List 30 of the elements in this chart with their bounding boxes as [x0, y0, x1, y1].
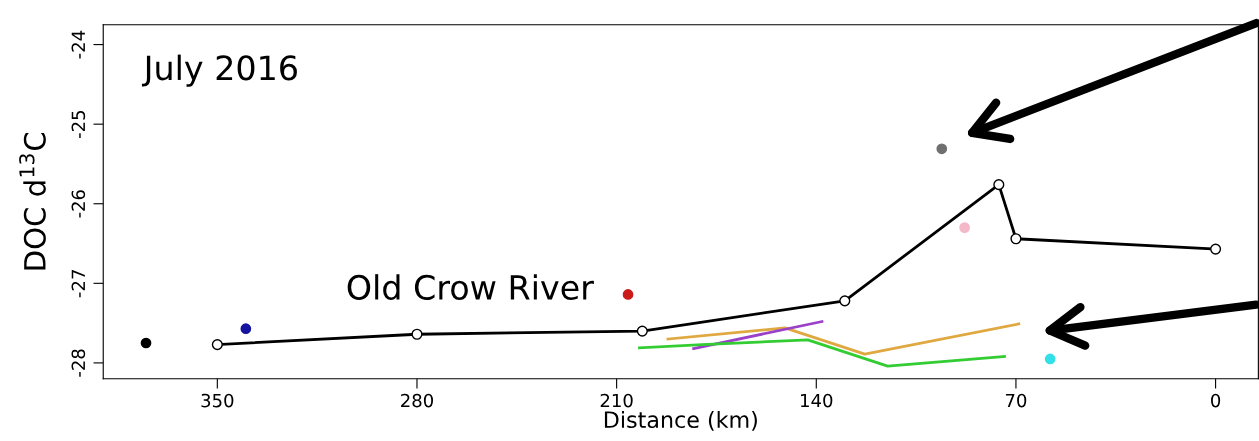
point — [839, 295, 851, 307]
y-tick-label: -24 — [71, 30, 85, 59]
y-tick-label: -26 — [71, 190, 86, 218]
x-tick-label: 140 — [801, 393, 833, 408]
point — [636, 325, 648, 337]
y-tick-label: -28 — [71, 349, 86, 377]
y-tick-label: -27 — [71, 270, 85, 298]
point — [240, 323, 252, 335]
annotation: Old Crow River — [347, 274, 594, 300]
point — [1044, 353, 1056, 365]
annotation: July 2016 — [141, 54, 297, 87]
point — [622, 289, 634, 300]
line-series — [666, 322, 1021, 356]
y-axis-title: DOC d$^{13}$C — [19, 132, 46, 270]
x-tick-label: 0 — [1211, 393, 1221, 408]
x-tick-label: 350 — [201, 393, 234, 408]
point — [1210, 243, 1222, 255]
point — [411, 328, 423, 340]
y-tick-label: -25 — [71, 111, 86, 139]
x-tick-label: 210 — [600, 393, 633, 408]
point — [936, 143, 948, 155]
x-axis-title: Distance (km) — [604, 410, 757, 431]
x-tick-label: 70 — [1005, 393, 1027, 408]
point — [211, 339, 223, 351]
point — [959, 222, 970, 233]
point — [993, 179, 1005, 191]
x-tick-label: 280 — [401, 393, 434, 408]
point — [140, 337, 152, 349]
line-series — [638, 338, 1006, 368]
point — [1010, 233, 1022, 245]
